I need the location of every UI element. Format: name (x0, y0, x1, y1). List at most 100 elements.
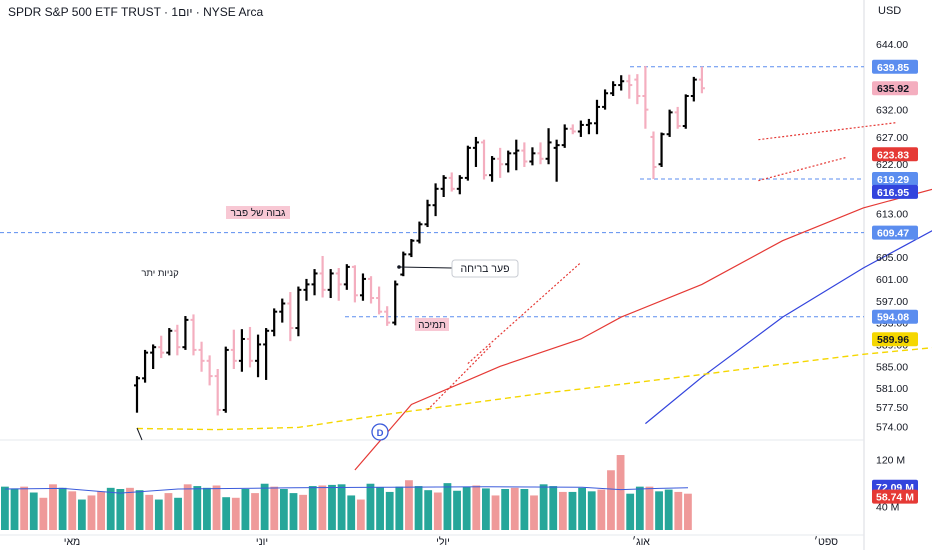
volume-bar (626, 493, 635, 530)
ohlc-bar (174, 324, 181, 356)
ma-blue-line (645, 230, 932, 425)
ohlc-bar (432, 183, 439, 217)
volume-bar (501, 489, 510, 530)
volume-bar (433, 492, 442, 530)
volume-bar (635, 486, 644, 530)
volume-bar (289, 493, 298, 530)
trendline (427, 344, 493, 411)
volume-bar (530, 495, 538, 530)
volume-bar (385, 491, 394, 530)
volume-bar (664, 489, 673, 530)
price-tick-label: 597.00 (876, 296, 908, 308)
ohlc-bar (593, 99, 600, 135)
ma-yellow-line (136, 347, 932, 431)
ohlc-bar (182, 316, 189, 350)
ohlc-bar (327, 269, 334, 299)
ohlc-bar (529, 147, 536, 166)
volume-tick-label: 40 M (876, 502, 899, 514)
volume-bar (174, 497, 182, 530)
ohlc-bar (343, 264, 350, 290)
price-label: 609.47 (877, 228, 909, 240)
ohlc-bar (642, 65, 649, 129)
volume-tick-label: 120 M (876, 455, 905, 467)
price-tick-label: 605.00 (876, 252, 908, 264)
ohlc-bar (408, 239, 415, 258)
volume-bar (597, 489, 606, 530)
volume-bar (222, 497, 231, 530)
volume-bar (655, 491, 663, 530)
ohlc-bar (690, 76, 697, 102)
annotation-dot (397, 265, 401, 269)
volume-bar (558, 491, 567, 530)
volume-bar (645, 486, 654, 530)
ohlc-bar (602, 89, 609, 110)
ohlc-bar (626, 74, 633, 99)
ohlc-bar (142, 349, 149, 383)
volume-bar (366, 483, 375, 530)
volume-bar (49, 484, 57, 530)
volume-label-box (872, 489, 918, 504)
volume-bar (126, 487, 134, 530)
annotation-feb-high: גבוה של פבר (231, 207, 286, 219)
ohlc-bar (368, 276, 375, 304)
volume-bar (251, 493, 259, 530)
ohlc-bar (666, 109, 673, 137)
price-tick-label: 644.00 (876, 39, 908, 51)
ohlc-bar (448, 172, 455, 192)
price-tick-label: 574.00 (876, 421, 908, 433)
ohlc-bar (384, 306, 391, 326)
volume-bar (270, 486, 279, 530)
annotation-box (226, 206, 290, 219)
volume-bar (578, 487, 586, 530)
volume-bar (10, 488, 19, 530)
price-label: 594.08 (877, 312, 909, 324)
volume-bar (299, 494, 308, 530)
ohlc-bar (553, 139, 560, 182)
price-label: 623.83 (877, 149, 909, 161)
price-label: 635.92 (877, 83, 909, 95)
annotation-buy-more: קניות יתר (141, 268, 179, 279)
ohlc-bar (513, 139, 520, 171)
ma-red-line (354, 188, 932, 471)
volume-bar (424, 490, 433, 530)
ohlc-bar (303, 278, 310, 301)
volume-bar (135, 490, 144, 530)
volume-bar (684, 493, 692, 530)
price-label-box (872, 59, 918, 74)
volume-bar (116, 489, 125, 530)
price-label-box (872, 172, 918, 187)
ohlc-bar (472, 136, 479, 167)
price-tick-label: 613.00 (876, 208, 908, 220)
price-tick-label: 581.00 (876, 383, 908, 395)
volume-label: 58.74 M (876, 492, 914, 504)
ohlc-bar (263, 328, 270, 380)
ohlc-bar (295, 286, 302, 337)
volume-bar (145, 494, 154, 530)
volume-bar (482, 488, 490, 530)
annotation-box (451, 259, 519, 278)
ohlc-bar (497, 147, 504, 178)
volume-bar (231, 497, 240, 530)
price-label-box (872, 184, 918, 199)
volume-bar (347, 495, 356, 530)
volume-bar (20, 486, 29, 530)
trendline (467, 262, 582, 364)
ohlc-bar (311, 269, 318, 296)
price-tick-label: 585.00 (876, 361, 908, 373)
ohlc-bar (674, 106, 681, 129)
ohlc-bar (255, 334, 262, 378)
ohlc-bar (335, 267, 342, 301)
price-label-box (872, 81, 918, 96)
price-label: 619.29 (877, 174, 909, 186)
ohlc-bar (400, 251, 407, 277)
ohlc-bar (230, 329, 237, 370)
ohlc-bar (424, 199, 431, 228)
volume-bar (472, 485, 481, 530)
volume-bar (607, 470, 615, 530)
ohlc-bar (481, 139, 488, 180)
volume-bar (97, 491, 105, 530)
month-label: יולי (436, 536, 450, 548)
volume-bar (68, 491, 77, 530)
